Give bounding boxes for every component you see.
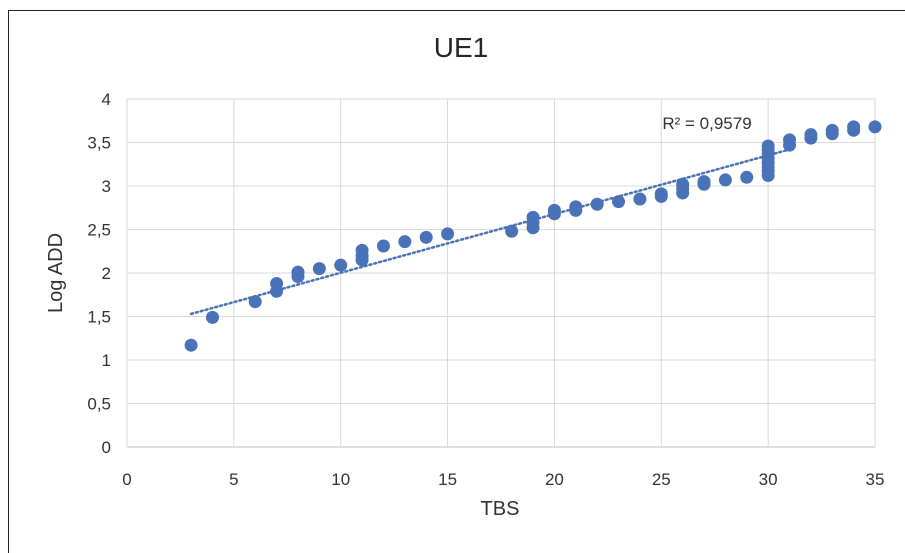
- data-point: [569, 200, 583, 214]
- data-point: [291, 265, 305, 279]
- y-axis-ticks: 0 0,5 1 1,5 2 2,5 3 3,5 4: [87, 90, 111, 457]
- y-tick-label: 3,5: [87, 134, 111, 153]
- data-point: [419, 230, 433, 244]
- chart-title: UE1: [434, 32, 488, 63]
- data-point: [697, 175, 711, 189]
- data-points: [184, 120, 882, 352]
- y-tick-label: 0,5: [87, 395, 111, 414]
- data-point: [761, 139, 775, 153]
- data-point: [312, 262, 326, 276]
- y-tick-label: 4: [102, 90, 111, 109]
- data-point: [184, 338, 198, 352]
- x-tick-label: 10: [331, 470, 350, 489]
- data-point: [270, 276, 284, 290]
- trendline-path: [189, 148, 791, 316]
- x-tick-label: 15: [438, 470, 457, 489]
- gridlines: [126, 98, 876, 448]
- data-point: [376, 239, 390, 253]
- data-point: [847, 120, 861, 134]
- x-tick-label: 30: [759, 470, 778, 489]
- r-squared-label: R² = 0,9579: [662, 114, 751, 133]
- data-point: [526, 210, 540, 224]
- data-point: [783, 133, 797, 147]
- y-tick-label: 2,5: [87, 221, 111, 240]
- y-tick-label: 2: [102, 264, 111, 283]
- data-point: [740, 170, 754, 184]
- x-tick-label: 0: [122, 470, 131, 489]
- x-tick-label: 5: [229, 470, 238, 489]
- x-tick-label: 35: [866, 470, 885, 489]
- x-axis-ticks: 0 5 10 15 20 25 30 35: [122, 470, 884, 489]
- data-point: [590, 197, 604, 211]
- data-point: [676, 177, 690, 191]
- y-tick-label: 1: [102, 351, 111, 370]
- y-tick-label: 3: [102, 177, 111, 196]
- data-point: [612, 195, 626, 209]
- data-point: [633, 192, 647, 206]
- x-tick-label: 25: [652, 470, 671, 489]
- data-point: [205, 310, 219, 324]
- data-point: [825, 123, 839, 137]
- data-point: [505, 224, 519, 238]
- chart-frame: [8, 10, 905, 553]
- data-point: [398, 235, 412, 249]
- x-axis-title: TBS: [481, 498, 520, 520]
- data-point: [441, 227, 455, 241]
- data-point: [868, 120, 882, 134]
- data-point: [654, 187, 668, 201]
- data-point: [355, 243, 369, 257]
- trendline: [189, 148, 791, 316]
- data-point: [718, 173, 732, 187]
- data-point: [804, 128, 818, 142]
- data-point: [334, 258, 348, 272]
- y-tick-label: 1,5: [87, 308, 111, 327]
- data-point: [547, 203, 561, 217]
- y-axis-title: Log ADD: [45, 233, 67, 313]
- x-tick-label: 20: [545, 470, 564, 489]
- y-tick-label: 0: [102, 438, 111, 457]
- data-point: [248, 295, 262, 309]
